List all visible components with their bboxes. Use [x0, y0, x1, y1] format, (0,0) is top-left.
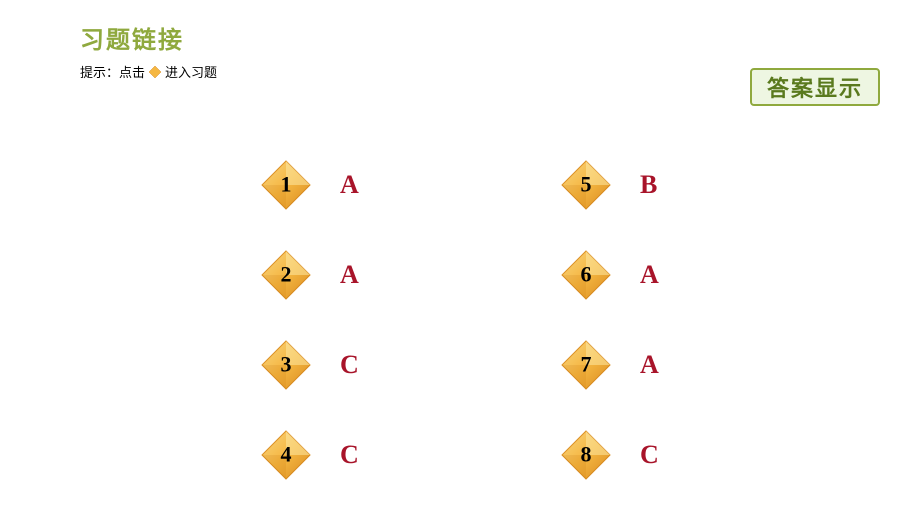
- left-column: 1 A 2 A: [260, 140, 359, 500]
- exercise-diamond-button[interactable]: 5: [560, 159, 612, 211]
- exercise-number: 1: [281, 171, 292, 197]
- exercise-answer: A: [640, 260, 659, 290]
- exercise-item: 8 C: [560, 410, 659, 500]
- exercise-number: 5: [581, 171, 592, 197]
- diamond-icon: [148, 65, 162, 79]
- exercise-number: 6: [581, 261, 592, 287]
- exercise-item: 2 A: [260, 230, 359, 320]
- exercise-number: 2: [281, 261, 292, 287]
- exercise-diamond-button[interactable]: 3: [260, 339, 312, 391]
- exercise-diamond-button[interactable]: 2: [260, 249, 312, 301]
- hint-text: 提示：点击 进入习题: [80, 62, 217, 81]
- exercise-number: 8: [581, 441, 592, 467]
- exercise-answer: A: [640, 350, 659, 380]
- exercise-answer: C: [340, 440, 359, 470]
- exercise-diamond-button[interactable]: 6: [560, 249, 612, 301]
- hint-prefix: 提示：点击: [80, 62, 145, 81]
- exercise-diamond-button[interactable]: 8: [560, 429, 612, 481]
- exercise-item: 7 A: [560, 320, 659, 410]
- exercise-number: 3: [281, 351, 292, 377]
- exercise-item: 6 A: [560, 230, 659, 320]
- exercise-item: 4 C: [260, 410, 359, 500]
- right-column: 5 B 6 A: [560, 140, 659, 500]
- show-answers-button[interactable]: 答案显示: [750, 68, 880, 106]
- exercise-diamond-button[interactable]: 4: [260, 429, 312, 481]
- page-title: 习题链接: [80, 20, 184, 55]
- exercise-item: 5 B: [560, 140, 659, 230]
- exercise-answer: A: [340, 260, 359, 290]
- exercise-number: 7: [581, 351, 592, 377]
- exercise-item: 1 A: [260, 140, 359, 230]
- exercise-number: 4: [281, 441, 292, 467]
- exercise-answer: C: [640, 440, 659, 470]
- exercise-diamond-button[interactable]: 7: [560, 339, 612, 391]
- exercise-answer: C: [340, 350, 359, 380]
- answer-button-label: 答案显示: [767, 71, 863, 103]
- exercise-answer: B: [640, 170, 657, 200]
- exercise-diamond-button[interactable]: 1: [260, 159, 312, 211]
- exercise-answer: A: [340, 170, 359, 200]
- exercise-item: 3 C: [260, 320, 359, 410]
- hint-suffix: 进入习题: [165, 62, 217, 81]
